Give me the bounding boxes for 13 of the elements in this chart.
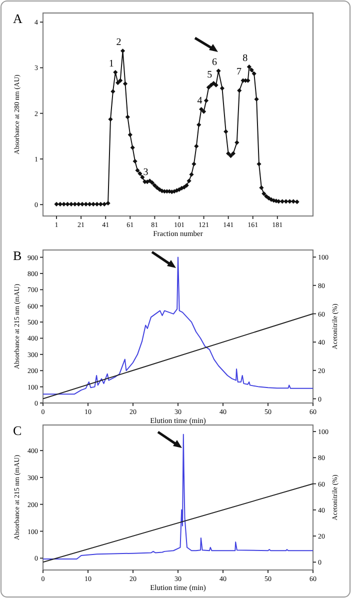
annotation: 7 xyxy=(236,66,242,78)
annotation: 5 xyxy=(207,69,212,80)
chart-title: B xyxy=(13,248,22,263)
annotation: 4 xyxy=(197,95,202,106)
annotation: 2 xyxy=(116,36,122,48)
line-series xyxy=(42,256,314,395)
annotation: 6 xyxy=(212,56,217,68)
chart-title: C xyxy=(13,423,22,438)
chart-title: A xyxy=(13,11,23,26)
annotation: 1 xyxy=(108,58,114,70)
annotation: 3 xyxy=(143,166,148,178)
line-series xyxy=(42,434,314,560)
annotation: 8 xyxy=(242,52,248,64)
